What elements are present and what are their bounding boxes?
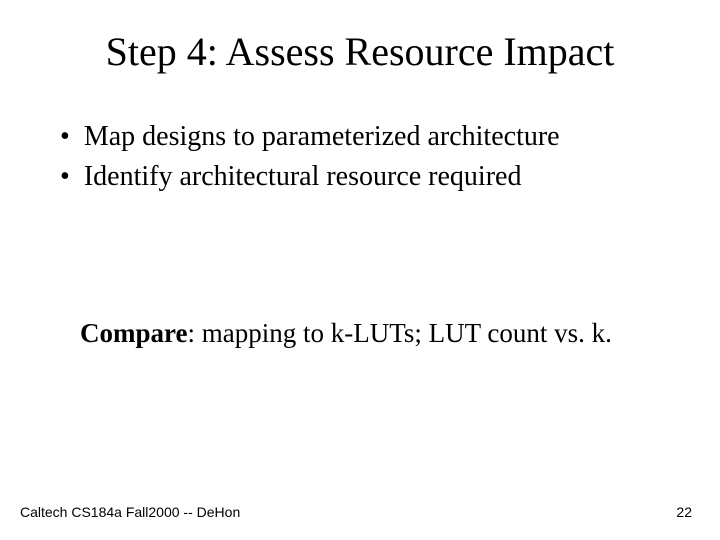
compare-line: Compare: mapping to k-LUTs; LUT count vs… [80, 318, 680, 349]
compare-label: Compare [80, 318, 188, 348]
bullet-text: Map designs to parameterized architectur… [84, 120, 560, 154]
slide-container: Step 4: Assess Resource Impact • Map des… [0, 0, 720, 540]
bullet-icon: • [60, 120, 70, 154]
page-number: 22 [676, 504, 692, 520]
list-item: • Identify architectural resource requir… [60, 160, 660, 194]
bullet-text: Identify architectural resource required [84, 160, 522, 194]
compare-text: : mapping to k-LUTs; LUT count vs. k. [188, 318, 612, 348]
slide-title: Step 4: Assess Resource Impact [0, 28, 720, 75]
bullet-icon: • [60, 160, 70, 194]
footer-left: Caltech CS184a Fall2000 -- DeHon [20, 504, 240, 520]
bullet-list: • Map designs to parameterized architect… [60, 120, 660, 200]
list-item: • Map designs to parameterized architect… [60, 120, 660, 154]
